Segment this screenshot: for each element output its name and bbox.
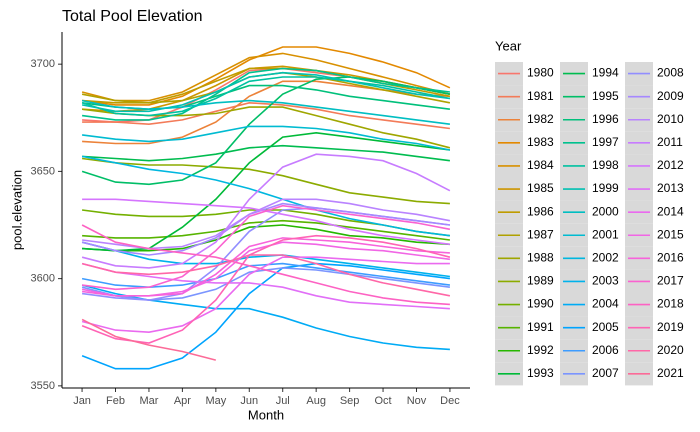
series-line (81, 262, 450, 310)
legend-label: 1985 (527, 181, 554, 195)
legend-label: 2010 (657, 112, 684, 126)
series-line (81, 284, 450, 351)
series-line (82, 101, 451, 130)
x-tick-label: Sep (340, 395, 360, 407)
series-line (81, 318, 216, 361)
legend-label: 1990 (527, 297, 554, 311)
legend-label: 2001 (592, 227, 619, 241)
x-tick-label: Mar (139, 395, 158, 407)
series-line (81, 106, 451, 149)
legend-label: 2000 (592, 204, 619, 218)
series-line (81, 254, 451, 297)
series-line (81, 52, 451, 102)
legend-label: 1983 (527, 135, 554, 149)
x-tick-label: Aug (306, 395, 326, 407)
series-line (81, 76, 451, 186)
legend-label: 2013 (657, 181, 684, 195)
series-line (82, 67, 451, 123)
legend-label: 1997 (592, 135, 619, 149)
x-tick-label: Dec (440, 395, 460, 407)
legend-label: 2007 (592, 366, 619, 380)
legend-label: 1980 (527, 66, 554, 80)
legend-label: 2011 (657, 135, 683, 149)
series-line (81, 157, 450, 205)
legend-label: 1981 (527, 89, 554, 103)
series-line (81, 224, 450, 306)
legend-title: Year (495, 38, 522, 53)
y-tick-label: 3650 (31, 165, 55, 177)
x-tick-label: Jun (240, 395, 258, 407)
chart-title: Total Pool Elevation (62, 8, 203, 25)
legend-label: 1984 (527, 158, 554, 172)
legend-label: 2014 (657, 204, 684, 218)
legend-label: 2016 (657, 251, 684, 265)
series-line (81, 241, 451, 278)
legend: 1980 1981 1982 1983 1984 1985 1986 1987 1988 1989… (495, 62, 684, 386)
series-line (82, 144, 451, 162)
series-line (81, 198, 451, 250)
legend-label: 2015 (657, 227, 684, 241)
legend-label: 1992 (527, 343, 554, 357)
y-tick-label: 3700 (31, 58, 55, 70)
series-line (81, 153, 451, 269)
series-line (81, 67, 450, 121)
x-tick-label: Jan (73, 395, 91, 407)
legend-label: 2005 (592, 320, 619, 334)
y-tick-label: 3600 (31, 273, 55, 285)
series-line (81, 256, 450, 334)
legend-label: 1987 (527, 227, 554, 241)
plot-area: 3550 3600 3650 3700 Jan Feb Mar Apr May Jun Jul Aug… (31, 32, 470, 407)
legend-label: 2006 (592, 343, 619, 357)
legend-label: 2019 (657, 320, 684, 334)
x-tick-label: Feb (106, 395, 125, 407)
series-line (81, 262, 451, 370)
x-tick-label: Jul (276, 395, 290, 407)
legend-label: 1982 (527, 112, 554, 126)
series-line (82, 204, 451, 291)
legend-label: 2020 (657, 343, 684, 357)
legend-label: 1989 (527, 274, 554, 288)
x-tick-label: Oct (374, 395, 391, 407)
series-line (81, 155, 451, 237)
series-line (81, 99, 451, 125)
legend-label: 1991 (527, 320, 554, 334)
legend-label: 2002 (592, 251, 619, 265)
legend-label: 2021 (657, 366, 684, 380)
legend-label: 1994 (592, 66, 619, 80)
series-line (81, 209, 451, 237)
series-line (82, 224, 450, 252)
series-line (81, 237, 450, 297)
legend-label: 1998 (592, 158, 619, 172)
legend-label: 1995 (592, 89, 619, 103)
legend-label: 2018 (657, 297, 684, 311)
series-line (81, 234, 451, 344)
series-line (81, 202, 451, 256)
y-axis-title: pool.elevation (9, 170, 24, 250)
legend-label: 2012 (657, 158, 684, 172)
legend-label: 2003 (592, 274, 619, 288)
series-line (82, 219, 451, 241)
legend-label: 2017 (657, 274, 684, 288)
series-line (81, 46, 451, 106)
legend-label: 2009 (657, 89, 684, 103)
legend-label: 1996 (592, 112, 619, 126)
legend-label: 2004 (592, 297, 619, 311)
x-tick-label: Nov (407, 395, 427, 407)
x-axis-title: Month (248, 407, 284, 422)
series-line (81, 76, 451, 117)
legend-label: 1988 (527, 251, 554, 265)
legend-label: 1999 (592, 181, 619, 195)
x-tick-label: May (205, 395, 226, 407)
legend-label: 1993 (527, 366, 554, 380)
x-tick-label: Apr (174, 395, 191, 407)
series-line (81, 71, 451, 113)
legend-label: 1986 (527, 204, 554, 218)
y-tick-label: 3550 (31, 380, 55, 392)
series-line (82, 131, 451, 252)
series-line (81, 125, 451, 151)
legend-label: 2008 (657, 66, 684, 80)
